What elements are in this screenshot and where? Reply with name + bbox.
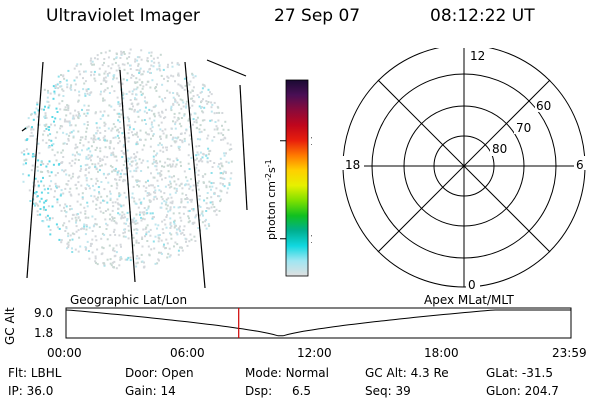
geo-grid-tick (21, 127, 27, 132)
apex-caption: Apex MLat/MLT (424, 293, 514, 307)
mlt-label-18: 18 (345, 158, 360, 172)
polar-diagonal-line (377, 79, 551, 253)
ip-readout: IP: 36.0 (8, 384, 54, 398)
x-tick-1800: 18:00 (424, 346, 459, 360)
x-tick-2359: 23:59 (552, 346, 587, 360)
filter-readout: Flt: LBHL (8, 366, 62, 380)
orbit-y-tick-low: 1.8 (34, 326, 54, 340)
mlat-label-80: 80 (492, 142, 507, 156)
geo-meridian-line (184, 61, 206, 289)
geo-meridian-line (119, 69, 136, 283)
orbit-plot-frame (65, 307, 572, 339)
polar-plot: 12 0 18 6 60 70 80 (342, 48, 588, 292)
mlt-label-12: 12 (470, 49, 485, 63)
orbit-altitude-plot (65, 307, 572, 339)
colorbar-tick-label: 10 (310, 233, 312, 246)
geographic-caption: Geographic Lat/Lon (70, 293, 188, 307)
time-label: 08:12:22 UT (430, 6, 535, 26)
colorbar: 100 10 photon cm-2s-1 (264, 79, 312, 277)
gain-readout: Gain: 14 (125, 384, 176, 398)
geo-meridian-line (239, 84, 248, 211)
uv-image-speckle (20, 48, 233, 270)
date-label: 27 Sep 07 (274, 6, 361, 26)
colorbar-tick-label: 100 (310, 135, 312, 148)
geo-meridian-line (26, 61, 44, 279)
colorbar-scale (285, 79, 309, 277)
geo-parallel-line (206, 59, 247, 77)
altitude-curve (65, 309, 571, 337)
uv-image-panel (20, 48, 248, 289)
dsp-readout: Dsp: 6.5 (245, 384, 312, 398)
gc-alt-readout: GC Alt: 4.3 Re (365, 366, 449, 380)
instrument-title: Ultraviolet Imager (46, 6, 200, 26)
glon-readout: GLon: 204.7 (486, 384, 559, 398)
colorbar-units-label: photon cm-2s-1 (264, 159, 278, 240)
x-tick-1200: 12:00 (297, 346, 332, 360)
seq-readout: Seq: 39 (365, 384, 411, 398)
mode-readout: Mode: Normal (245, 366, 329, 380)
orbit-y-tick-high: 9.0 (34, 306, 54, 320)
x-tick-0600: 06:00 (170, 346, 205, 360)
mlat-label-60: 60 (536, 99, 551, 113)
mlt-label-0: 0 (468, 278, 476, 292)
glat-readout: GLat: -31.5 (486, 366, 553, 380)
x-tick-0000: 00:00 (47, 346, 82, 360)
door-readout: Door: Open (125, 366, 194, 380)
mlat-label-70: 70 (516, 121, 531, 135)
mlt-label-6: 6 (576, 158, 584, 172)
